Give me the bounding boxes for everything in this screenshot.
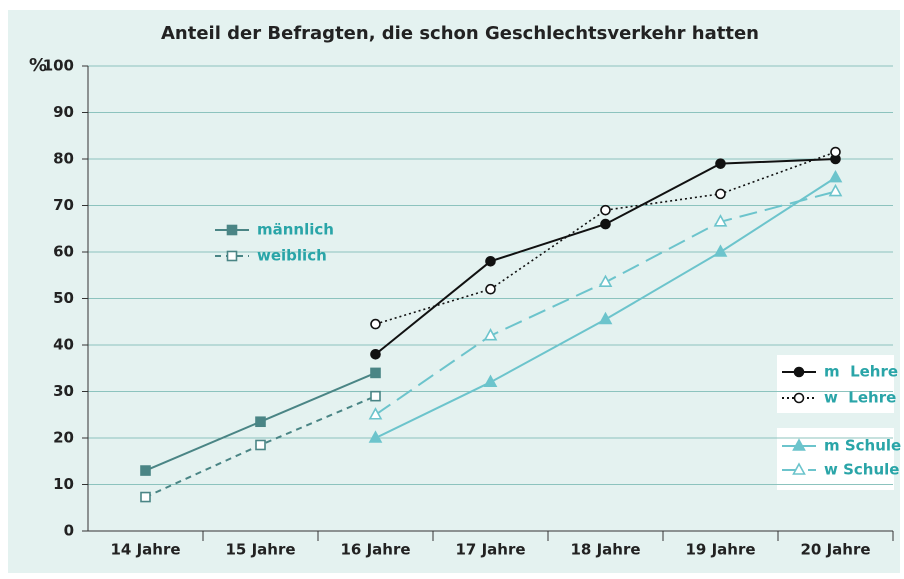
data-point xyxy=(370,367,381,379)
y-tick-label: 70 xyxy=(53,196,74,214)
legend-marker xyxy=(793,366,805,378)
data-point xyxy=(370,348,381,360)
data-point xyxy=(830,146,841,158)
data-point xyxy=(370,390,381,402)
legend-marker xyxy=(226,224,238,236)
y-tick-label: 40 xyxy=(53,336,74,354)
x-tick-label: 15 Jahre xyxy=(225,541,295,559)
legend-label: weiblich xyxy=(257,247,327,265)
data-point xyxy=(713,244,728,257)
legend-label: m Lehre xyxy=(824,363,898,381)
series-line xyxy=(375,151,836,325)
legend-label: m Schule xyxy=(824,437,901,455)
chart-title: Anteil der Befragten, die schon Geschlec… xyxy=(161,23,759,44)
data-point xyxy=(483,374,498,388)
data-point xyxy=(600,218,611,230)
data-point xyxy=(485,283,496,295)
y-tick-label: 10 xyxy=(53,475,74,493)
data-point xyxy=(140,465,151,476)
x-tick-label: 20 Jahre xyxy=(800,541,870,559)
data-point xyxy=(368,430,383,443)
legend-marker xyxy=(792,438,806,451)
data-point xyxy=(368,407,383,420)
x-tick-label: 14 Jahre xyxy=(110,541,180,559)
data-point xyxy=(600,204,611,216)
data-point xyxy=(713,214,728,227)
y-tick-label: 20 xyxy=(53,429,74,447)
y-tick-label: 60 xyxy=(53,243,74,261)
data-point xyxy=(255,416,266,428)
data-point xyxy=(370,318,381,330)
data-point xyxy=(598,311,613,325)
legend-label: männlich xyxy=(257,221,334,239)
y-tick-label: 100 xyxy=(43,57,74,75)
legend-box xyxy=(777,355,894,413)
x-tick-label: 16 Jahre xyxy=(340,541,410,559)
y-tick-label: 0 xyxy=(64,522,74,540)
data-point xyxy=(255,439,266,451)
legend-marker xyxy=(793,392,805,404)
y-tick-label: 90 xyxy=(53,103,74,121)
data-point xyxy=(598,274,613,288)
legend-marker xyxy=(226,250,238,262)
y-tick-label: 50 xyxy=(53,289,74,307)
data-point xyxy=(140,491,151,503)
x-tick-label: 17 Jahre xyxy=(455,541,525,559)
y-tick-label: 80 xyxy=(53,150,74,168)
data-point xyxy=(715,188,726,200)
legend-label: w Lehre xyxy=(824,389,896,407)
x-tick-label: 18 Jahre xyxy=(570,541,640,559)
data-point xyxy=(483,328,498,341)
data-point xyxy=(828,183,843,197)
legend-label: w Schule xyxy=(824,461,899,479)
x-tick-label: 19 Jahre xyxy=(685,541,755,559)
legend-marker xyxy=(792,462,806,475)
y-axis-label: % xyxy=(29,55,47,76)
y-tick-label: 30 xyxy=(53,382,74,400)
data-point xyxy=(715,158,726,169)
data-point xyxy=(828,169,843,183)
data-point xyxy=(485,255,496,267)
